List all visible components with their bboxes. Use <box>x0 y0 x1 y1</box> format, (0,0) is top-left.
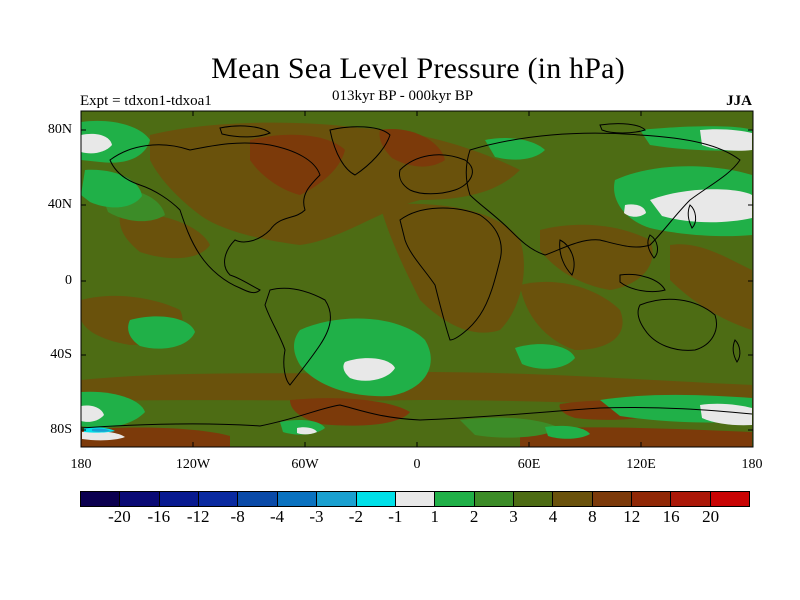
colorbar-swatch <box>199 492 239 506</box>
colorbar-swatch <box>238 492 278 506</box>
field-level-8-12 <box>81 129 752 447</box>
colorbar-swatch <box>159 492 200 506</box>
colorbar-label: 2 <box>469 507 479 526</box>
lon-ticks <box>192 111 642 447</box>
colorbar-swatch <box>317 492 357 506</box>
colorbar-swatch <box>435 492 475 506</box>
lat-label-80s: 80S <box>50 422 72 437</box>
field-level-minus3-minus2 <box>92 428 110 432</box>
colorbar-swatch <box>474 492 514 506</box>
lon-label-60e: 60E <box>517 457 541 472</box>
colorbar-swatch <box>710 492 750 506</box>
colorbar-swatch <box>592 492 633 506</box>
colorbar-label: 3 <box>509 507 518 526</box>
coastlines <box>81 123 753 429</box>
colorbar-label: -2 <box>348 507 363 526</box>
map-title: Mean Sea Level Pressure (in hPa) <box>211 52 625 85</box>
lon-label-60w: 60W <box>291 457 319 472</box>
season-label: JJA <box>726 93 752 109</box>
colorbar-label: -1 <box>388 507 403 526</box>
colorbar-label: 12 <box>623 507 641 526</box>
colorbar <box>80 491 750 507</box>
lat-label-80n: 80N <box>47 122 72 137</box>
lat-ticks <box>81 129 753 431</box>
colorbar-label: -12 <box>186 507 210 526</box>
colorbar-label: 1 <box>430 507 439 526</box>
time-range-subtitle: 013kyr BP - 000kyr BP <box>332 88 474 104</box>
colorbar-label: 20 <box>702 507 720 526</box>
colorbar-swatch <box>553 492 593 506</box>
field-level-minus1-1 <box>81 129 752 441</box>
colorbar-label: -8 <box>230 507 245 526</box>
colorbar-swatch <box>632 492 672 506</box>
colorbar-label: 4 <box>548 507 558 526</box>
lon-label-180w: 180 <box>70 457 92 472</box>
colorbar-label: -3 <box>309 507 324 526</box>
colorbar-swatch <box>356 492 396 506</box>
lat-label-40n: 40N <box>47 197 72 212</box>
colorbar-swatch <box>120 492 160 506</box>
colorbar-swatch <box>395 492 436 506</box>
lon-label-0: 0 <box>413 457 421 472</box>
lat-label-0: 0 <box>65 273 72 288</box>
lon-label-120w: 120W <box>175 457 211 472</box>
colorbar-label: -16 <box>147 507 171 526</box>
colorbar-label: -4 <box>269 507 285 526</box>
colorbar-swatch <box>277 492 318 506</box>
lon-label-180e: 180 <box>741 457 763 472</box>
colorbar-label: -20 <box>108 507 131 526</box>
experiment-label: Expt = tdxon1-tdxoa1 <box>80 93 212 109</box>
pressure-field <box>81 111 753 447</box>
colorbar-swatch <box>513 492 554 506</box>
colorbar-label: 8 <box>588 507 597 526</box>
colorbar-swatch <box>81 492 121 506</box>
colorbar-swatch <box>671 492 711 506</box>
lat-label-40s: 40S <box>50 347 72 362</box>
lon-label-120e: 120E <box>626 457 656 472</box>
colorbar-label: 16 <box>662 507 680 526</box>
